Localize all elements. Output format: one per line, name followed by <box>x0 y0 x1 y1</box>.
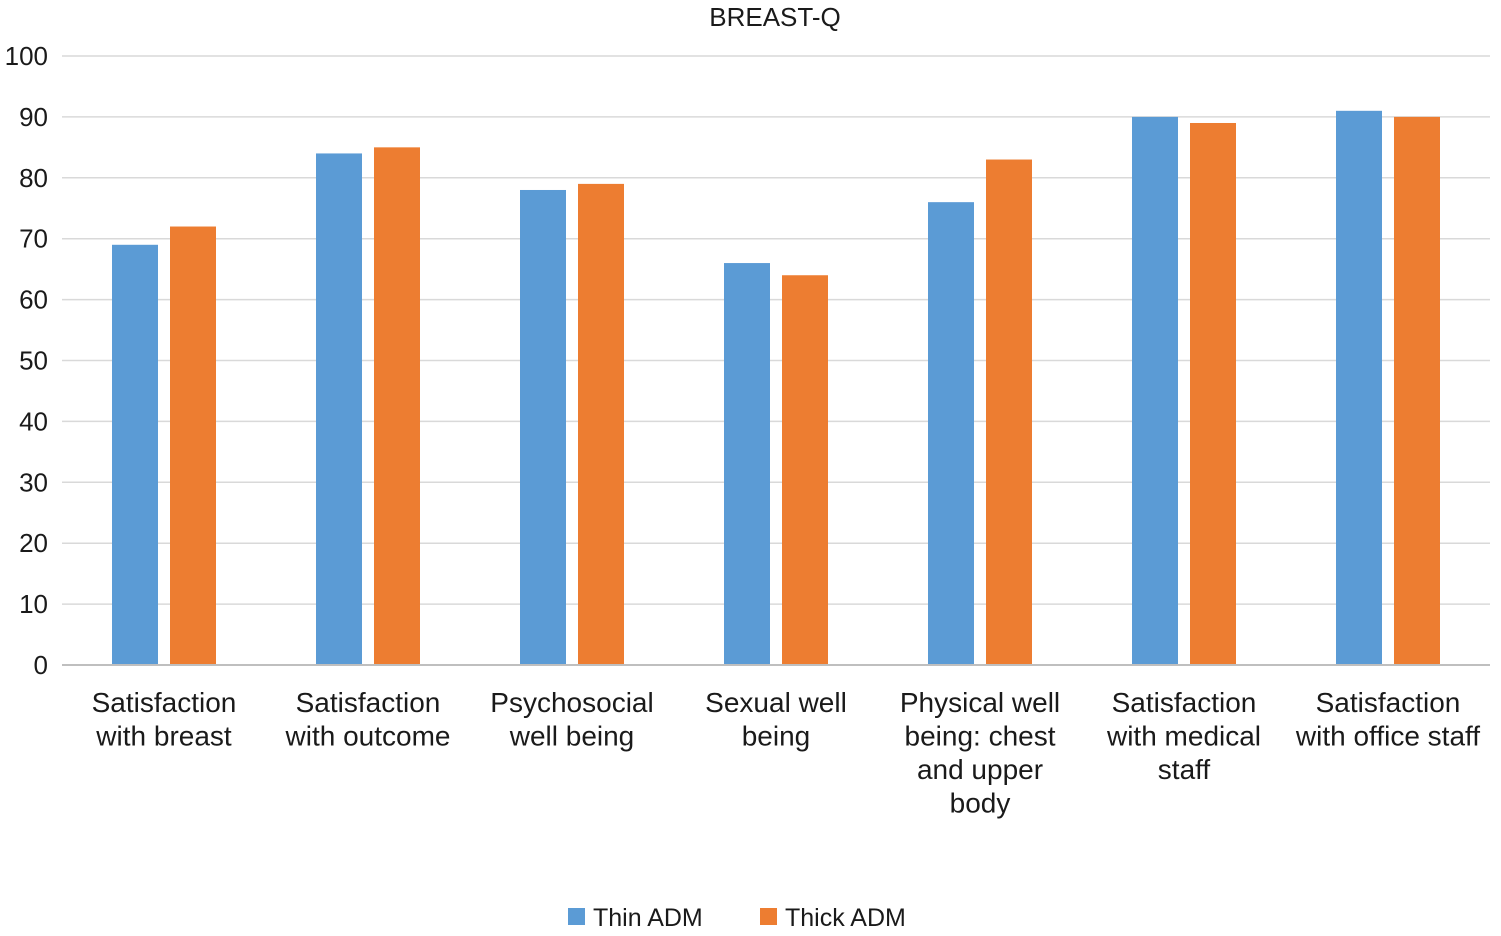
category-label-line: staff <box>1158 754 1211 785</box>
category-label-line: being: chest <box>905 721 1056 752</box>
legend-label: Thin ADM <box>593 904 703 932</box>
category-label-line: Sexual well <box>705 687 847 718</box>
category-label-line: Psychosocial <box>490 687 653 718</box>
bar-thin-adm <box>928 202 974 665</box>
category-label-line: with breast <box>95 721 232 752</box>
gridlines <box>62 55 1490 605</box>
category-label-line: Satisfaction <box>296 687 441 718</box>
y-tick-label: 40 <box>19 406 48 436</box>
category-label-line: Satisfaction <box>1112 687 1257 718</box>
category-label-line: and upper <box>917 754 1043 785</box>
bar-thick-adm <box>1190 122 1236 666</box>
category-label-line: body <box>950 788 1011 819</box>
legend-swatch-thick-adm <box>760 908 777 925</box>
category-label-line: Physical well <box>900 687 1060 718</box>
category-label-line: being <box>742 721 811 752</box>
category-label: Satisfaction with outcome <box>285 687 451 752</box>
bar-thin-adm <box>724 263 770 665</box>
legend: Thin ADM Thick ADM <box>568 904 906 932</box>
y-tick-label: 90 <box>19 102 48 132</box>
y-tick-label: 50 <box>19 346 48 376</box>
category-label-line: with office staff <box>1295 721 1480 752</box>
bar-thin-adm <box>1132 116 1178 665</box>
bar-thick-adm <box>170 226 216 665</box>
legend-swatch-thin-adm <box>568 908 585 925</box>
category-label-line: with outcome <box>285 721 451 752</box>
category-label: Satisfaction with office staff <box>1295 687 1480 752</box>
category-label: Satisfaction with medical staff <box>1106 687 1261 785</box>
bar-thin-adm <box>520 189 566 666</box>
category-label: Psychosocial well being <box>490 687 653 752</box>
bar-thick-adm <box>782 275 828 665</box>
y-tick-label: 0 <box>34 650 48 680</box>
y-tick-label: 30 <box>19 467 48 497</box>
bars <box>112 110 1440 666</box>
bar-thick-adm <box>578 183 624 665</box>
y-tick-label: 80 <box>19 163 48 193</box>
bar-thick-adm <box>1394 116 1440 665</box>
y-tick-label: 100 <box>5 41 48 71</box>
category-label-line: well being <box>509 721 635 752</box>
category-label: Satisfaction with breast <box>92 687 237 752</box>
category-label: Sexual well being <box>705 687 847 752</box>
y-tick-label: 60 <box>19 285 48 315</box>
bar-thin-adm <box>316 153 362 665</box>
legend-label: Thick ADM <box>785 904 906 932</box>
bar-thin-adm <box>1336 110 1382 665</box>
category-label: Physical well being: chest and upper body <box>900 687 1060 819</box>
y-tick-label: 10 <box>19 589 48 619</box>
bar-thin-adm <box>112 244 158 666</box>
y-tick-label: 70 <box>19 224 48 254</box>
bar-thick-adm <box>986 159 1032 665</box>
y-axis-ticks: 0 10 20 30 40 50 60 70 80 90 100 <box>5 41 48 680</box>
category-label-line: with medical <box>1106 721 1261 752</box>
bar-thick-adm <box>374 147 420 666</box>
category-label-line: Satisfaction <box>92 687 237 718</box>
y-tick-label: 20 <box>19 528 48 558</box>
category-label-line: Satisfaction <box>1316 687 1461 718</box>
chart-title: BREAST-Q <box>709 2 840 32</box>
